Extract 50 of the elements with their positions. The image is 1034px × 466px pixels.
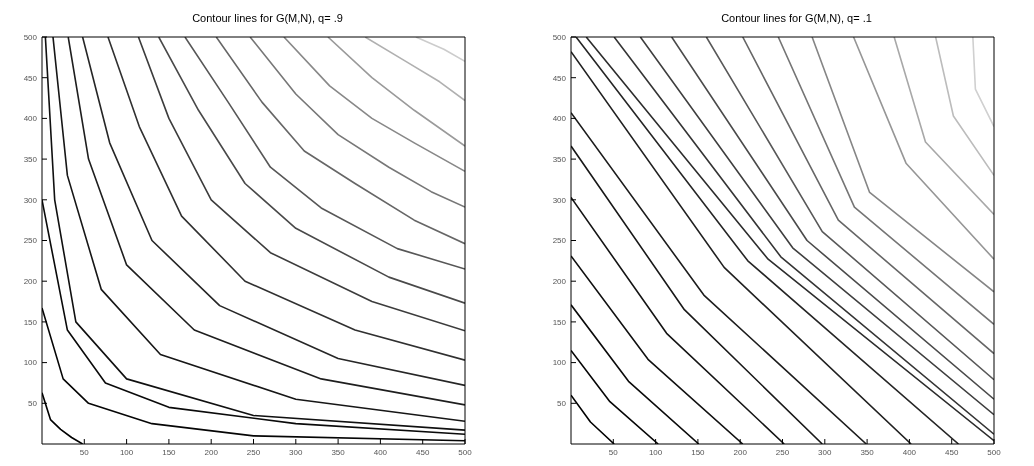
line-series <box>283 37 465 173</box>
y-tick-label: 150 <box>23 317 38 327</box>
x-tick-label: 400 <box>902 447 917 457</box>
y-tick-label: 500 <box>23 32 38 42</box>
y-tick-label: 250 <box>552 236 567 246</box>
y-tick-label: 400 <box>23 114 38 124</box>
line-series <box>215 37 465 245</box>
y-tick-label: 350 <box>23 154 38 164</box>
x-tick-label: 350 <box>860 447 875 457</box>
x-tick-label: 50 <box>79 447 90 457</box>
x-tick-label: 50 <box>608 447 619 457</box>
chart-title: Contour lines for G(M,N), q= .9 <box>191 11 344 26</box>
line-series <box>184 37 465 270</box>
x-tick-label: 350 <box>331 447 346 457</box>
x-tick-label: 500 <box>458 447 473 457</box>
line-series <box>327 37 465 147</box>
y-tick-label: 100 <box>23 358 38 368</box>
x-tick-label: 250 <box>775 447 790 457</box>
line-series <box>137 37 465 332</box>
line-series <box>157 37 465 304</box>
x-tick-label: 450 <box>945 447 959 457</box>
y-tick-label: 200 <box>23 277 38 287</box>
y-tick-label: 350 <box>552 154 567 164</box>
y-tick-label: 150 <box>552 317 567 327</box>
x-tick-label: 200 <box>204 447 219 457</box>
x-tick-label: 300 <box>818 447 833 457</box>
y-tick-label: 250 <box>23 236 38 246</box>
x-tick-label: 400 <box>373 447 388 457</box>
x-tick-label: 150 <box>162 447 177 457</box>
line-series <box>364 37 465 102</box>
y-tick-label: 300 <box>552 195 567 205</box>
x-tick-label: 100 <box>119 447 134 457</box>
y-tick-label: 450 <box>23 73 38 83</box>
y-tick-label: 400 <box>552 114 567 124</box>
x-tick-label: 450 <box>416 447 430 457</box>
y-tick-label: 200 <box>552 277 567 287</box>
x-tick-label: 500 <box>987 447 1002 457</box>
x-tick-label: 150 <box>691 447 706 457</box>
x-tick-label: 250 <box>246 447 261 457</box>
y-tick-label: 100 <box>552 358 567 368</box>
x-tick-label: 100 <box>648 447 663 457</box>
chart-title: Contour lines for G(M,N), q= .1 <box>720 11 873 26</box>
x-tick-label: 200 <box>733 447 748 457</box>
y-tick-label: 50 <box>557 399 567 409</box>
line-series <box>249 37 465 208</box>
y-tick-label: 50 <box>28 399 38 409</box>
y-tick-label: 450 <box>552 73 567 83</box>
y-tick-label: 300 <box>23 195 38 205</box>
x-tick-label: 300 <box>289 447 304 457</box>
y-tick-label: 500 <box>552 32 567 42</box>
